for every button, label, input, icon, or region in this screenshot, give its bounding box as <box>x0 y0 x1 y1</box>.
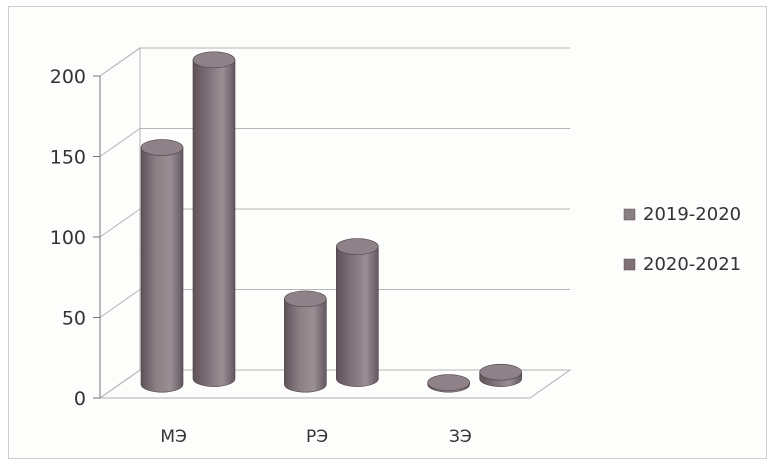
legend: 2019-2020 2020-2021 <box>623 204 741 275</box>
bar-top <box>479 363 522 381</box>
gridline <box>99 47 570 77</box>
gridline <box>99 369 570 399</box>
bar-top <box>284 290 327 308</box>
y-tick-label: 200 <box>50 66 86 88</box>
bar <box>284 298 327 393</box>
gridlines <box>99 47 570 399</box>
legend-label: 2019-2020 <box>643 204 741 225</box>
y-tick-label: 0 <box>74 388 86 410</box>
legend-swatch <box>623 208 636 221</box>
x-tick-label: ЗЭ <box>449 427 472 447</box>
legend-label: 2020-2021 <box>643 254 741 275</box>
bar-top <box>427 374 470 391</box>
bar-top <box>140 139 184 156</box>
bar-top <box>336 238 379 255</box>
gridline <box>99 208 570 238</box>
x-axis: МЭ РЭ ЗЭ <box>160 427 471 447</box>
y-tick-label: 100 <box>50 227 86 249</box>
gridline <box>99 128 570 157</box>
x-tick-label: МЭ <box>160 427 187 447</box>
y-tick-label: 50 <box>62 308 86 330</box>
bar <box>192 59 236 387</box>
legend-swatch <box>623 258 636 271</box>
bar-top <box>192 51 236 69</box>
x-tick-label: РЭ <box>306 427 328 447</box>
gridline <box>99 289 570 318</box>
chart-frame <box>8 6 767 459</box>
y-tick-label: 150 <box>50 147 86 169</box>
y-axis: 0 50 100 150 200 <box>50 66 101 410</box>
bar <box>140 147 184 393</box>
bars <box>140 51 522 393</box>
bar <box>336 246 379 387</box>
